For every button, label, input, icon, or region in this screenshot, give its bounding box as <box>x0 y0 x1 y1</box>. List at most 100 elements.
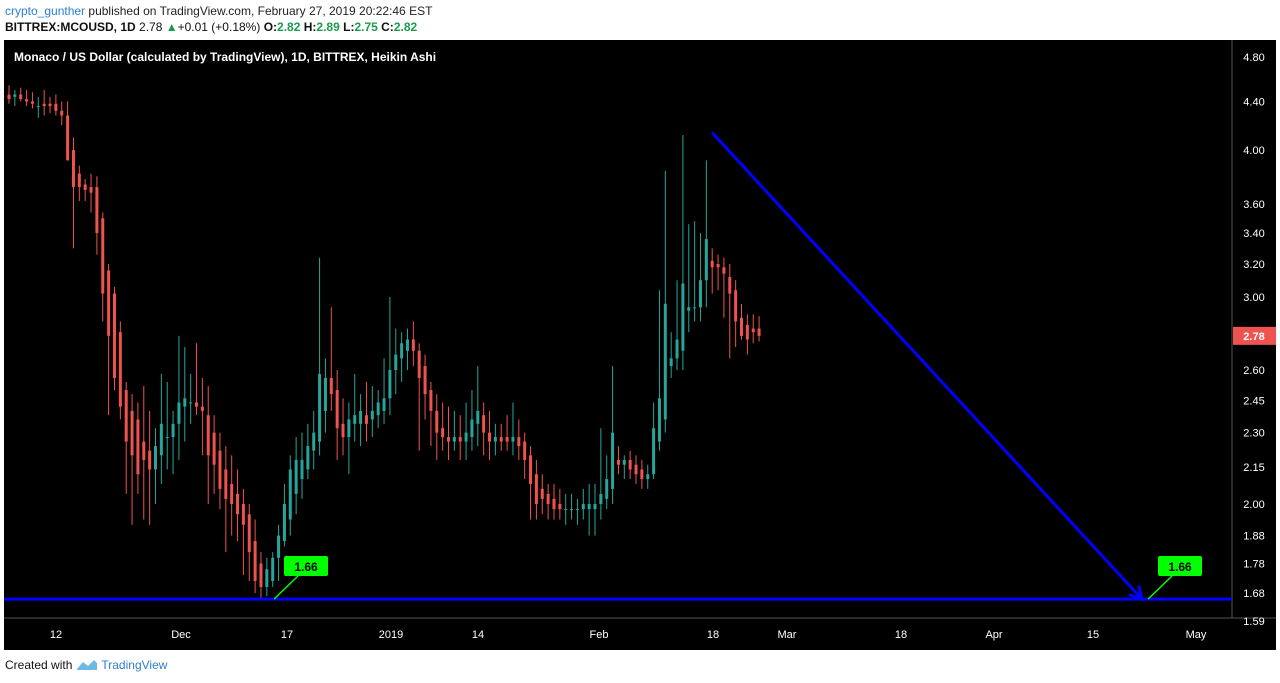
candle-body <box>19 94 23 100</box>
price-tick-label: 1.78 <box>1243 558 1264 570</box>
price-tick-label: 2.60 <box>1243 365 1264 377</box>
candle-body <box>710 260 714 268</box>
candle-body <box>353 415 357 424</box>
candle-body <box>142 441 146 460</box>
time-tick-label: 14 <box>472 629 484 641</box>
low-value: 2.75 <box>354 20 378 34</box>
candle-body <box>189 402 193 404</box>
publish-line: crypto_gunther published on TradingView.… <box>5 4 432 18</box>
last-price: 2.78 <box>139 20 163 34</box>
last-price-marker: 2.78 <box>1233 326 1276 345</box>
candle-body <box>452 437 456 442</box>
price-tick-label: 1.88 <box>1243 531 1264 543</box>
trend-arrow-line[interactable] <box>710 131 1144 601</box>
candle-body <box>634 464 638 475</box>
price-change: +0.01 (+0.18%) <box>177 20 261 34</box>
candle-body <box>575 509 579 511</box>
time-tick-label: 18 <box>895 629 907 641</box>
price-chart[interactable]: Monaco / US Dollar (calculated by Tradin… <box>4 40 1276 650</box>
price-tick-label: 2.45 <box>1243 395 1264 407</box>
label-box <box>284 556 328 576</box>
candle-body <box>429 390 433 411</box>
candle-body <box>628 459 632 470</box>
candle-body <box>482 415 486 433</box>
candle-body <box>77 173 81 188</box>
candle-body <box>505 437 509 442</box>
candle-body <box>364 415 368 424</box>
candle-body <box>25 99 29 102</box>
candle-body <box>388 370 392 399</box>
price-label-right[interactable]: 1.66 <box>1147 556 1202 600</box>
candle-body <box>177 402 181 424</box>
candle-body <box>552 498 556 510</box>
candle-body <box>312 432 316 451</box>
candle-body <box>294 459 298 494</box>
candle-body <box>400 343 404 359</box>
price-tick-label: 3.20 <box>1243 259 1264 271</box>
time-tick-label: Apr <box>985 629 1002 641</box>
tradingview-link[interactable]: TradingView <box>101 658 168 672</box>
time-tick-label: 15 <box>1087 629 1099 641</box>
candle-body <box>329 377 333 395</box>
candle-body <box>60 110 64 116</box>
candle-body <box>376 402 380 416</box>
last-price-text: 2.78 <box>1243 331 1264 343</box>
candle-body <box>611 432 615 489</box>
high-label: H: <box>303 20 317 34</box>
candle-body <box>622 459 626 465</box>
candle-body <box>540 488 544 499</box>
price-label-left[interactable]: 1.66 <box>273 556 328 600</box>
candle-body <box>529 455 533 484</box>
candle-body <box>241 503 245 525</box>
author-link[interactable]: crypto_gunther <box>5 4 86 18</box>
candle-body <box>704 239 708 281</box>
candle-body <box>698 280 702 308</box>
candle-body <box>200 406 204 411</box>
candle-body <box>687 307 691 311</box>
candle-body <box>171 423 175 438</box>
candle-body <box>740 317 743 336</box>
candle-body <box>130 410 134 456</box>
candle-body <box>148 450 152 470</box>
candle-body <box>318 373 322 442</box>
candle-body <box>259 563 263 587</box>
candle-body <box>300 459 304 480</box>
candle-body <box>335 390 339 429</box>
price-axis: 4.80 4.40 4.00 3.60 3.40 3.20 3.00 2.60 2.45 2.30… <box>1243 52 1264 628</box>
candle-body <box>447 437 450 442</box>
candle-body <box>341 423 345 438</box>
symbol-name[interactable]: BITTREX:MCOUSD, 1D <box>5 20 136 34</box>
price-tick-label: 1.59 <box>1243 616 1264 628</box>
candle-body <box>745 324 749 340</box>
candle-body <box>7 94 11 100</box>
candles-group <box>7 85 761 600</box>
candle-body <box>66 115 70 161</box>
candle-body <box>271 557 275 581</box>
candle-body <box>54 103 58 111</box>
candle-body <box>476 410 480 424</box>
candle-body <box>218 450 222 489</box>
price-tick-label: 3.00 <box>1243 292 1264 304</box>
candle-body <box>534 474 538 504</box>
candle-body <box>669 358 673 367</box>
candle-body <box>751 328 755 333</box>
candle-body <box>165 437 169 439</box>
candle-body <box>657 398 661 442</box>
candle-body <box>36 106 40 108</box>
price-tick-label: 4.00 <box>1243 145 1264 157</box>
candle-body <box>470 419 474 438</box>
candle-body <box>112 293 116 378</box>
candle-body <box>734 290 738 322</box>
candle-body <box>347 419 351 438</box>
open-label: O: <box>263 20 278 34</box>
candle-body <box>464 432 468 442</box>
candle-body <box>581 503 585 510</box>
candle-body <box>599 493 603 504</box>
published-text: published on TradingView.com, February 2… <box>88 4 433 18</box>
candle-body <box>247 514 251 553</box>
candle-body <box>587 503 591 510</box>
candle-body <box>212 432 216 465</box>
candle-body <box>435 410 439 433</box>
candle-body <box>83 184 87 190</box>
price-tick-label: 4.40 <box>1243 96 1264 108</box>
